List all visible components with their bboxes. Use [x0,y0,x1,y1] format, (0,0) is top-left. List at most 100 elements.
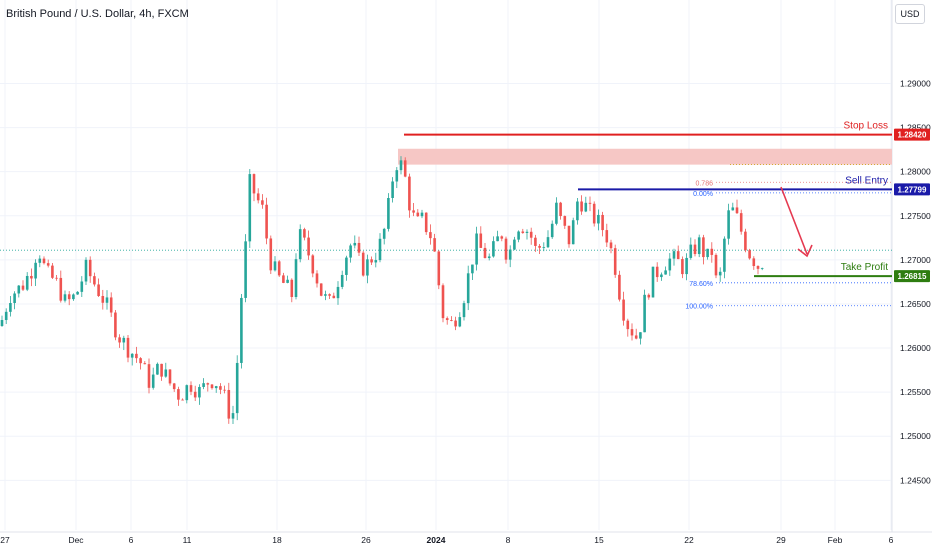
candle-body [126,337,130,358]
candle-body [403,160,407,177]
candle-body [563,216,567,226]
candle-body [80,281,84,292]
candle-body [42,258,46,264]
candle-body [76,291,79,295]
candle-body [458,317,462,327]
x-tick-label: 22 [684,535,694,545]
stop-loss-price-tag-bg [894,128,930,141]
candle-body [752,258,756,267]
sell-entry-price-tag-bg [894,183,930,196]
candle-body [30,275,33,279]
fib-level-label: 100.00% [685,304,713,311]
candle-body [143,363,147,365]
candle-body [340,274,344,287]
candle-body [555,202,558,224]
x-tick-label: 15 [594,535,604,545]
candle-body [483,247,487,259]
x-tick-label: Feb [828,535,843,545]
x-tick-label: 11 [183,535,192,545]
candle-body [55,277,58,279]
candle-body [130,353,134,358]
candle-body [571,220,575,245]
candle-body [408,176,411,211]
candle-body [105,297,109,303]
candle-body [51,265,54,278]
candle-body [450,320,453,321]
candle-body [727,210,730,239]
candle-body [38,258,42,263]
candle-body [672,251,676,259]
candle-body [655,266,659,278]
candle-body [219,386,222,390]
candle-body [256,193,260,201]
candle-body [93,276,96,285]
candle-body [168,369,172,384]
candle-body [697,237,701,255]
candle-body [731,207,735,211]
candle-body [122,337,126,343]
candle-body [97,284,100,297]
y-tick-label: 1.27500 [900,211,931,221]
candle-body [647,294,651,298]
candle-body [760,268,764,269]
take-profit-price-tag: 1.26815 [898,272,927,281]
candle-body [584,202,588,212]
candle-body [542,247,546,248]
candle-body [706,248,709,258]
candle-body [613,248,617,275]
candle-body [0,320,4,326]
candle-body [139,358,142,364]
candle-body [723,238,726,272]
currency-button[interactable]: USD [895,4,925,24]
y-tick-label: 1.26500 [900,299,931,309]
candle-body [265,204,268,239]
candle-body [605,230,609,243]
candle-body [118,337,121,343]
candle-body [681,259,684,275]
candle-body [231,413,235,419]
candle-body [424,212,428,233]
candle-body [336,286,340,299]
x-tick-label: 6 [129,535,134,545]
candle-body [668,258,672,271]
candle-body [748,250,751,259]
y-tick-label: 1.28000 [900,167,931,177]
candle-body [395,170,399,182]
candle-body [63,294,67,301]
candle-body [433,238,436,252]
stop-loss-price-tag: 1.28420 [898,131,927,140]
y-tick-label: 1.24500 [900,475,931,485]
candle-body [525,231,529,233]
candle-body [84,259,88,282]
resistance-zone [398,148,892,165]
candle-body [664,270,667,275]
candle-body [244,241,247,298]
candle-body [240,297,243,363]
candle-body [744,231,747,251]
candle-body [622,299,625,321]
candle-body [534,237,537,246]
candle-body [504,238,508,260]
candle-body [601,214,604,231]
y-tick-label: 1.29000 [900,79,931,89]
y-tick-label: 1.25500 [900,387,931,397]
candle-body [643,294,646,333]
candle-body [513,239,516,250]
candle-body [135,353,138,359]
x-tick-label: 8 [506,535,511,545]
candle-body [517,231,520,240]
down-arrow-head [797,244,813,258]
candle-body [193,391,197,398]
candle-body [630,329,634,336]
y-tick-label: 1.27000 [900,255,931,265]
candle-body [101,296,105,303]
candle-body [252,174,256,194]
candle-body [756,266,760,269]
candle-body [290,279,294,297]
candle-body [46,263,50,266]
candle-body [72,294,75,300]
candle-body [282,275,285,283]
symbol-title: British Pound / U.S. Dollar, 4h, FXCM [6,8,189,20]
